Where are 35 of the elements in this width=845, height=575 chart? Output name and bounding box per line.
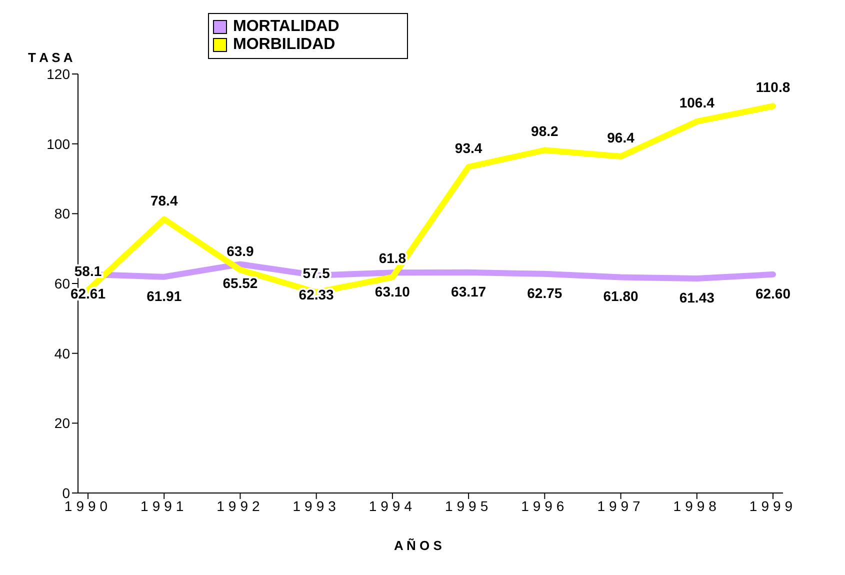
data-label: 65.52 <box>222 275 258 292</box>
x-tick-label: 1993 <box>292 498 340 514</box>
data-label: 61.91 <box>146 288 182 304</box>
y-tick-label: 60 <box>54 275 70 292</box>
data-label: 57.5 <box>302 265 330 282</box>
x-tick-label: 1998 <box>673 498 720 514</box>
y-tick-label: 100 <box>46 136 70 152</box>
y-tick-label: 20 <box>54 415 70 432</box>
x-tick-label: 1996 <box>521 498 568 514</box>
data-label: 62.75 <box>527 284 562 301</box>
y-tick-label: 120 <box>46 66 70 82</box>
data-label: 78.4 <box>150 192 178 208</box>
data-label: 61.43 <box>679 290 715 306</box>
data-label: 61.80 <box>603 288 638 304</box>
x-axis-title: A Ñ O S <box>393 538 443 553</box>
x-tick-label: 1994 <box>368 498 416 514</box>
y-axis-title: T A S A <box>28 50 73 65</box>
data-label: 106.4 <box>679 94 715 110</box>
data-label: 63.9 <box>226 242 254 259</box>
data-label: 93.4 <box>454 140 482 156</box>
x-tick-label: 1992 <box>216 498 264 514</box>
data-label: 98.2 <box>531 123 559 140</box>
data-label: 63.17 <box>451 283 486 300</box>
x-tick-label: 1997 <box>597 498 644 514</box>
x-tick-label: 1999 <box>749 498 797 514</box>
data-label: 96.4 <box>607 129 635 146</box>
y-tick-label: 80 <box>54 206 70 222</box>
x-tick-label: 1991 <box>140 498 188 514</box>
data-label: 63.10 <box>374 284 410 300</box>
data-label: 62.60 <box>755 285 791 302</box>
x-tick-label: 1995 <box>444 498 492 514</box>
y-tick-label: 40 <box>54 345 70 362</box>
legend-label: MORTALIDAD <box>233 18 340 36</box>
data-label: 110.8 <box>756 79 790 96</box>
legend-label: MORBILIDAD <box>233 36 336 54</box>
